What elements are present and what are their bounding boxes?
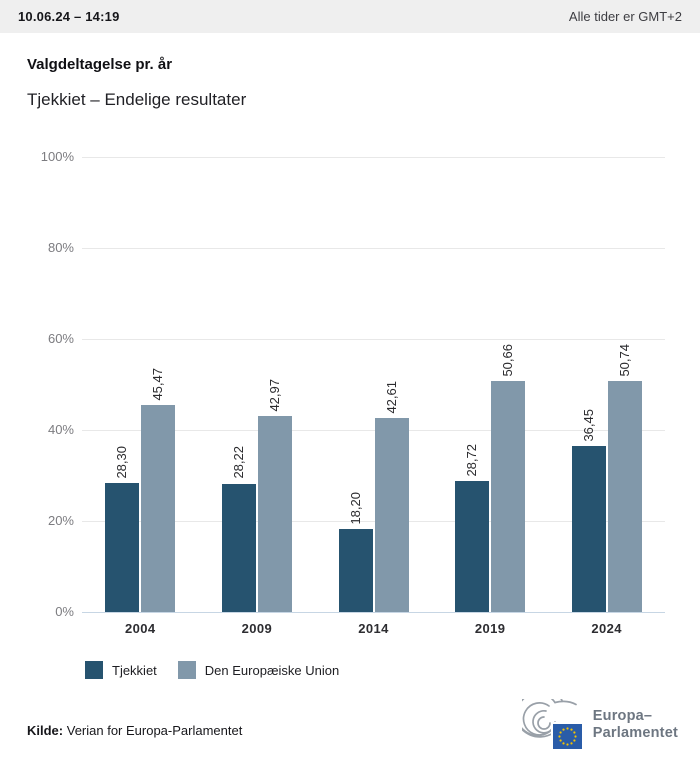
value-label-2019-0: 28,72	[464, 443, 480, 477]
chart-title: Valgdeltagelse pr. år	[27, 56, 173, 73]
bar-den-europ-iske-union-2019	[491, 381, 526, 612]
gridline-0	[82, 611, 665, 613]
bar-tjekkiet-2014	[338, 529, 373, 612]
gridline-40	[82, 429, 665, 431]
gridline-80	[82, 247, 665, 249]
bar-den-europ-iske-union-2009	[257, 416, 292, 612]
legend-item-tjekkiet: Tjekkiet	[85, 661, 157, 679]
bar-tjekkiet-2004	[105, 483, 140, 612]
legend-item-den-europ-iske-union: Den Europæiske Union	[177, 661, 340, 679]
logo-line-1: Europa–	[592, 708, 653, 724]
y-axis-tick-20: 20%	[47, 513, 74, 528]
value-label-2024-0: 36,45	[580, 408, 596, 442]
legend-swatch-icon	[85, 661, 103, 679]
bar-den-europ-iske-union-2024	[607, 381, 642, 612]
y-axis-tick-60: 60%	[47, 331, 74, 346]
chart-legend: Tjekkiet Den Europæiske Union	[85, 661, 339, 679]
bar-tjekkiet-2019	[455, 481, 490, 612]
x-axis-tick-2024: 2024	[591, 621, 622, 636]
bar-tjekkiet-2009	[221, 483, 256, 612]
chart-subtitle: Tjekkiet – Endelige resultater	[27, 90, 247, 109]
value-label-2004-0: 28,30	[114, 445, 130, 479]
value-label-2009-1: 42,97	[266, 378, 282, 412]
logo-wordmark: Europa– Parlamentet	[593, 708, 678, 742]
hemicycle-eu-flag-icon	[521, 699, 582, 749]
source-text: Verian for Europa-Parlamentet	[63, 723, 243, 738]
x-axis-tick-2004: 2004	[125, 621, 156, 636]
x-axis-tick-2014: 2014	[358, 621, 389, 636]
source-label: Kilde:	[27, 723, 64, 738]
bar-den-europ-iske-union-2004	[141, 405, 176, 612]
value-label-2004-1: 45,47	[150, 367, 166, 401]
gridline-20	[82, 520, 665, 522]
value-label-2019-1: 50,66	[500, 343, 516, 377]
y-axis-tick-0: 0%	[55, 604, 74, 619]
value-label-2009-0: 28,22	[230, 446, 246, 479]
x-axis-tick-2009: 2009	[241, 621, 273, 636]
legend-swatch-icon	[177, 661, 196, 679]
x-axis-tick-2019: 2019	[474, 621, 506, 636]
top-bar: 10.06.24 – 14:19 Alle tider er GMT+2	[0, 0, 700, 33]
bar-den-europ-iske-union-2014	[374, 418, 409, 612]
y-axis-tick-100: 100%	[40, 149, 74, 164]
gridline-100	[82, 156, 665, 158]
value-label-2014-0: 18,20	[347, 491, 363, 525]
european-parliament-logo: Europa– Parlamentet	[521, 699, 678, 751]
source-note: Kilde: Verian for Europa-Parlamentet	[27, 723, 242, 738]
bar-tjekkiet-2024	[571, 446, 606, 612]
legend-label: Den Europæiske Union	[204, 662, 340, 678]
y-axis-tick-80: 80%	[47, 240, 74, 255]
legend-label: Tjekkiet	[112, 662, 157, 678]
datetime-label: 10.06.24 – 14:19	[18, 9, 120, 24]
value-label-2014-1: 42,61	[383, 380, 399, 414]
value-label-2024-1: 50,74	[616, 343, 632, 377]
timezone-note: Alle tider er GMT+2	[568, 9, 682, 24]
logo-line-2: Parlamentet	[592, 725, 678, 741]
gridline-60	[82, 338, 665, 340]
y-axis-tick-40: 40%	[47, 422, 74, 437]
